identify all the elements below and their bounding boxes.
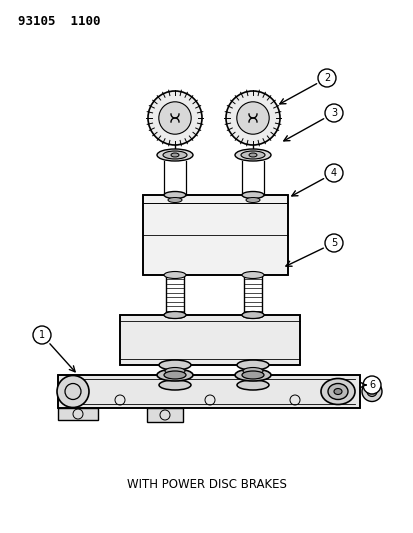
Circle shape	[159, 102, 191, 134]
Ellipse shape	[159, 380, 190, 390]
Ellipse shape	[327, 384, 347, 400]
Circle shape	[324, 104, 342, 122]
Text: 3: 3	[330, 108, 336, 118]
Text: 5: 5	[330, 238, 336, 248]
Ellipse shape	[163, 151, 187, 159]
Ellipse shape	[242, 311, 263, 319]
Circle shape	[324, 234, 342, 252]
Ellipse shape	[236, 360, 268, 370]
Ellipse shape	[242, 371, 263, 379]
Circle shape	[361, 382, 381, 401]
Ellipse shape	[240, 151, 264, 159]
Text: 93105  1100: 93105 1100	[18, 15, 100, 28]
Bar	[142, 195, 287, 275]
Bar	[120, 315, 299, 365]
Ellipse shape	[165, 367, 185, 375]
Circle shape	[57, 376, 89, 408]
Ellipse shape	[171, 153, 178, 157]
Ellipse shape	[320, 378, 354, 405]
Ellipse shape	[164, 371, 185, 379]
Ellipse shape	[157, 369, 192, 381]
Circle shape	[147, 91, 202, 145]
Ellipse shape	[164, 271, 185, 279]
Circle shape	[225, 91, 279, 145]
Ellipse shape	[333, 389, 341, 394]
Circle shape	[236, 102, 268, 134]
Ellipse shape	[164, 311, 185, 319]
Text: 6: 6	[368, 380, 374, 390]
Ellipse shape	[159, 360, 190, 370]
Ellipse shape	[235, 149, 271, 161]
Ellipse shape	[164, 191, 185, 198]
Ellipse shape	[168, 198, 182, 203]
Bar	[120, 315, 299, 365]
Circle shape	[362, 376, 380, 394]
Text: 2: 2	[323, 73, 329, 83]
Circle shape	[366, 386, 376, 397]
Text: WITH POWER DISC BRAKES: WITH POWER DISC BRAKES	[127, 479, 286, 491]
Ellipse shape	[248, 153, 256, 157]
Ellipse shape	[164, 311, 185, 319]
Ellipse shape	[157, 149, 192, 161]
Polygon shape	[58, 408, 98, 420]
Bar	[142, 195, 287, 275]
Ellipse shape	[245, 198, 259, 203]
Ellipse shape	[242, 191, 263, 198]
Polygon shape	[147, 408, 183, 422]
Ellipse shape	[242, 311, 263, 319]
Circle shape	[324, 164, 342, 182]
Bar	[58, 375, 359, 408]
Text: 4: 4	[330, 168, 336, 178]
Ellipse shape	[242, 367, 262, 375]
Bar	[58, 375, 359, 408]
Ellipse shape	[236, 380, 268, 390]
Ellipse shape	[242, 271, 263, 279]
Circle shape	[317, 69, 335, 87]
Text: 1: 1	[39, 330, 45, 340]
Circle shape	[33, 326, 51, 344]
Ellipse shape	[235, 369, 271, 381]
